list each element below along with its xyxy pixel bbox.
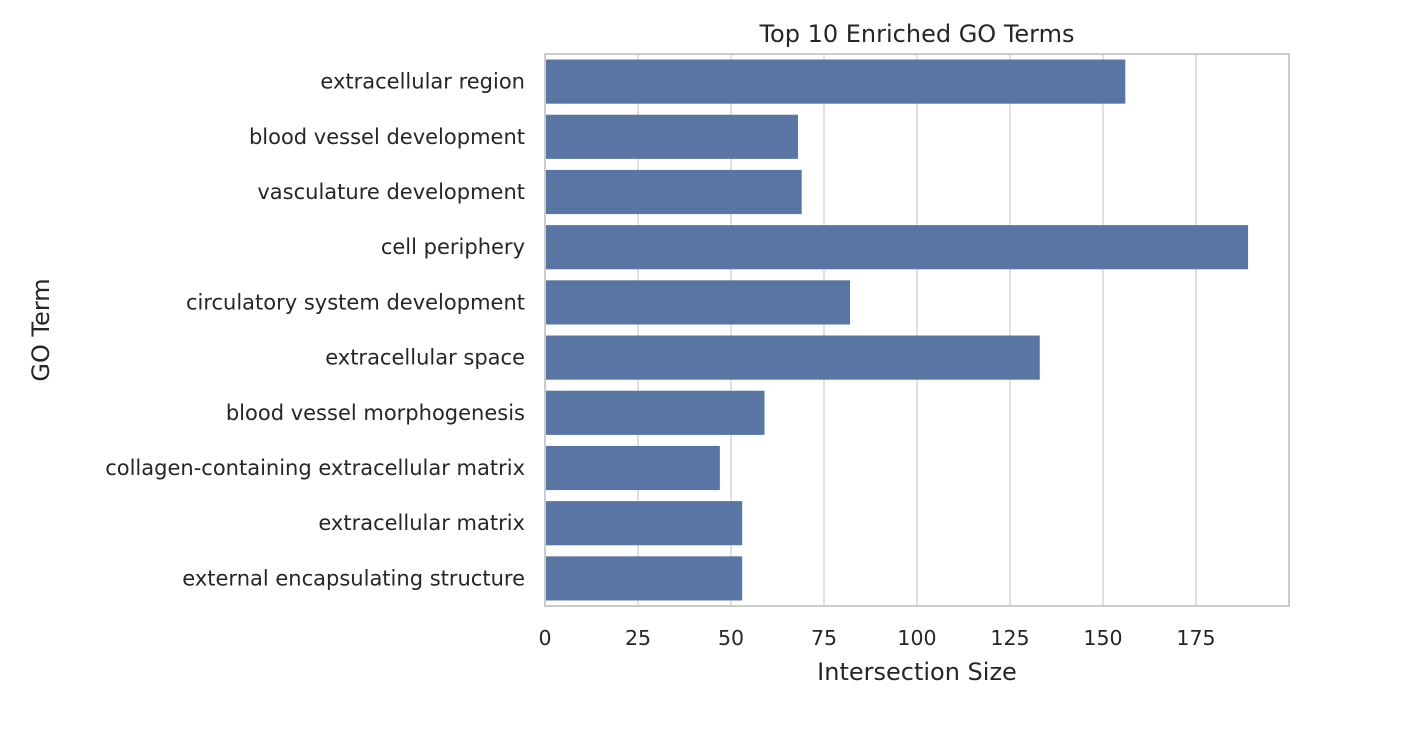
y-tick-label: cell periphery: [381, 235, 525, 259]
bar: [545, 556, 743, 601]
x-axis-label: Intersection Size: [817, 658, 1017, 686]
x-tick-label: 175: [1176, 626, 1215, 650]
bar: [545, 280, 851, 325]
y-tick-label: collagen-containing extracellular matrix: [105, 456, 525, 480]
bar: [545, 59, 1126, 104]
y-tick-label: extracellular region: [320, 70, 525, 94]
x-tick-label: 50: [718, 626, 744, 650]
bar: [545, 114, 798, 159]
plot-frame: [544, 53, 1290, 607]
x-tick-label: 125: [990, 626, 1029, 650]
chart-title: Top 10 Enriched GO Terms: [758, 20, 1074, 48]
x-tick-label: 100: [897, 626, 936, 650]
y-tick-label: blood vessel development: [249, 125, 525, 149]
bar: [545, 390, 765, 435]
bar: [545, 225, 1249, 270]
y-tick-labels: extracellular region blood vessel develop…: [105, 70, 525, 591]
bar: [545, 501, 743, 546]
x-tick-labels: 0 25 50 75 100 125 150 175: [538, 626, 1215, 650]
bar: [545, 335, 1040, 380]
x-tick-label: 0: [538, 626, 551, 650]
bar: [545, 445, 720, 491]
y-tick-label: circulatory system development: [186, 290, 525, 314]
y-tick-label: external encapsulating structure: [182, 566, 525, 590]
y-tick-label: extracellular space: [325, 346, 525, 370]
x-tick-label: 150: [1083, 626, 1122, 650]
y-tick-label: vasculature development: [257, 180, 525, 204]
x-tick-label: 25: [625, 626, 651, 650]
y-tick-label: extracellular matrix: [318, 511, 525, 535]
x-tick-label: 75: [811, 626, 837, 650]
bar: [545, 169, 802, 215]
y-axis-label: GO Term: [27, 278, 55, 381]
bars: [545, 59, 1249, 601]
y-tick-label: blood vessel morphogenesis: [226, 401, 525, 425]
